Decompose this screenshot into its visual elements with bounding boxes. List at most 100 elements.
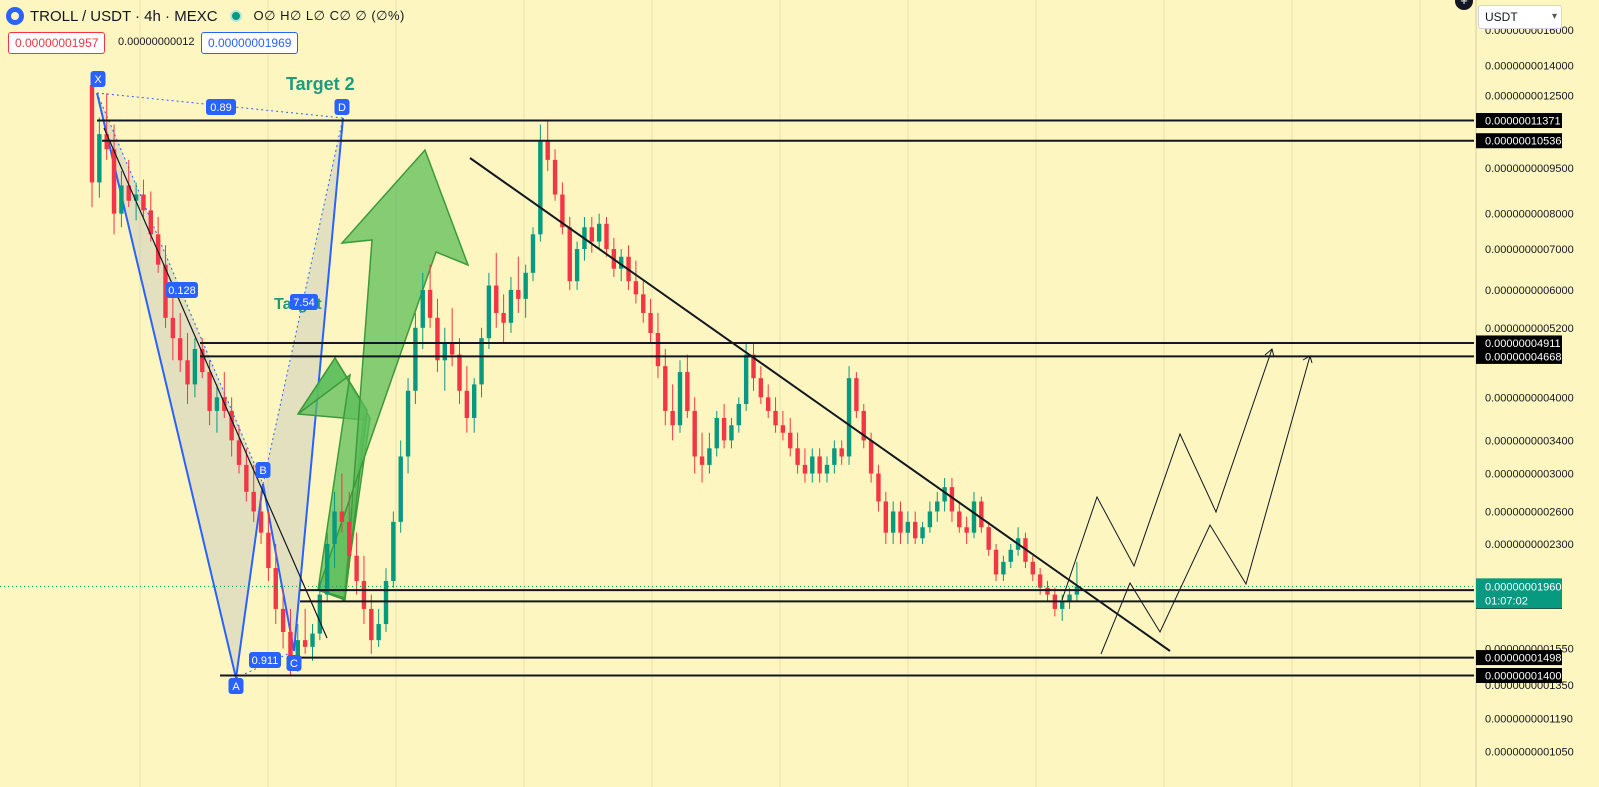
level-price-label-text: 0.00000001498	[1485, 653, 1561, 665]
symbol-title[interactable]: TROLL / USDT · 4h · MEXC	[30, 7, 218, 25]
candle-body	[942, 487, 947, 502]
level-price-label[interactable]: 0.00000001498	[1476, 650, 1562, 666]
candle-body	[420, 289, 425, 328]
candle-body	[913, 521, 918, 539]
ratio-ac-label-text: 0.911	[252, 655, 279, 667]
candle-body	[810, 456, 815, 474]
ratio-bd-label-top[interactable]: 7.54	[290, 294, 318, 310]
candle-body	[251, 491, 256, 512]
currency-select[interactable]: USDT	[1478, 5, 1562, 29]
candle-body	[839, 448, 844, 457]
candle-body	[170, 317, 176, 339]
y-tick-label: 0.0000000007000	[1485, 244, 1574, 256]
candle-body	[685, 372, 690, 411]
candle-body	[780, 425, 786, 433]
harmonic-pattern[interactable]	[96, 92, 344, 679]
ratio-bd-label-top-bg	[290, 294, 318, 310]
candle-body	[1001, 561, 1006, 575]
candle-body	[604, 223, 609, 250]
candle-body	[310, 633, 315, 647]
point-c-label[interactable]: C	[286, 655, 302, 671]
candle-body	[751, 354, 756, 379]
candle-body	[641, 294, 646, 313]
level-price-label-bg	[1476, 113, 1562, 128]
ratio-xd-label-text: 0.89	[210, 102, 231, 114]
y-tick-label: 0.0000000005200	[1485, 323, 1574, 335]
candle-body	[200, 349, 205, 373]
point-a-label-text: A	[232, 681, 240, 693]
candle-body	[824, 464, 830, 474]
y-tick-label: 0.0000000014000	[1485, 60, 1574, 72]
candle-body	[192, 349, 198, 385]
candle-body	[721, 417, 727, 441]
y-tick-label: 0.0000000004000	[1485, 392, 1574, 404]
ratio-xb-label[interactable]: 0.128	[166, 282, 198, 298]
current-price-tag[interactable]: 0.00000001960 01:07:02	[1476, 578, 1562, 609]
level-price-label[interactable]: 0.00000011371	[1476, 113, 1562, 128]
candle-body	[846, 378, 852, 457]
candle-body	[692, 410, 697, 457]
candle-body	[325, 543, 330, 595]
level-price-label-bg	[1476, 348, 1562, 364]
y-tick-label: 0.0000000001190	[1485, 714, 1573, 726]
candle-body	[1030, 561, 1035, 575]
projection-arrowhead-icon	[1302, 355, 1313, 364]
point-b-label[interactable]: B	[255, 462, 271, 478]
wedge-trendline[interactable]	[103, 127, 328, 639]
candle-body	[376, 624, 381, 641]
level-price-label[interactable]: 0.00000001400	[1476, 668, 1562, 683]
candle-body	[802, 464, 808, 474]
point-d-label[interactable]: D	[334, 99, 350, 115]
y-tick-label: 0.0000000002300	[1485, 539, 1574, 551]
candle-body	[236, 440, 242, 465]
candle-body	[876, 473, 881, 502]
descending-trendline[interactable]	[469, 157, 1171, 652]
candle-body	[391, 521, 396, 581]
ohlc-values: O∅ H∅ L∅ C∅ ∅ (∅%)	[253, 8, 405, 23]
level-price-label[interactable]: 0.00000010536	[1476, 133, 1562, 149]
level-price-label[interactable]: 0.00000004668	[1476, 348, 1562, 364]
candle-body	[788, 432, 793, 449]
add-plus-icon[interactable]: +	[1455, 0, 1473, 10]
candle-body	[472, 384, 477, 418]
ratio-xd-label[interactable]: 0.89	[206, 99, 236, 115]
candle-body	[1060, 601, 1065, 609]
candle-body	[119, 185, 124, 214]
candle-body	[295, 640, 300, 658]
level-price-label-text: 0.00000004668	[1485, 351, 1561, 363]
candle-body	[369, 608, 374, 641]
ratio-bd-label-top-text: 7.54	[293, 297, 314, 309]
candle-body	[633, 281, 639, 295]
candle-body	[442, 343, 447, 361]
point-a-label[interactable]: A	[228, 678, 244, 694]
y-tick-label: 0.0000000001050	[1485, 747, 1574, 759]
candle-body	[229, 410, 234, 441]
ratio-ac-label-bg	[249, 652, 281, 668]
ratio-xb-label-text: 0.128	[168, 285, 196, 297]
buy-price-button[interactable]: 0.00000001969	[201, 32, 299, 54]
projection-arrowhead-icon	[1264, 348, 1275, 358]
chart-header: TROLL / USDT · 4h · MEXC O∅ H∅ L∅ C∅ ∅ (…	[6, 4, 405, 28]
candle-body	[861, 410, 866, 441]
candle-body	[457, 354, 462, 391]
point-x-label[interactable]: X	[90, 71, 106, 87]
candle-body	[449, 343, 455, 355]
ratio-ac-label[interactable]: 0.911	[249, 652, 281, 668]
candle-body	[743, 354, 749, 405]
candle-body	[530, 234, 536, 273]
sell-price-button[interactable]: 0.00000001957	[8, 32, 106, 54]
candle-body	[707, 448, 712, 465]
candle-body	[508, 289, 514, 323]
horizontal-levels[interactable]	[97, 119, 1474, 677]
candle-body	[405, 390, 411, 457]
candle-body	[111, 149, 117, 214]
y-tick-label: 0.0000000008000	[1485, 209, 1574, 221]
projection-paths[interactable]	[1061, 348, 1313, 655]
candle-body	[89, 85, 95, 183]
candle-body	[979, 501, 984, 528]
level-price-label[interactable]: 0.00000004911	[1476, 335, 1562, 351]
y-tick-label: 0.0000000002600	[1485, 506, 1574, 518]
candle-body	[545, 141, 550, 160]
